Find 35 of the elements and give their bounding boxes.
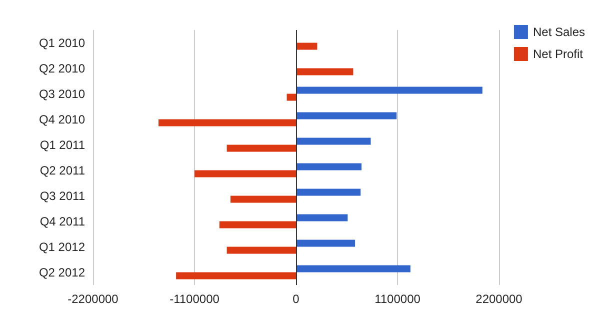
y-tick-label: Q1 2012 <box>38 240 86 254</box>
bar <box>296 112 397 120</box>
y-tick-label: Q1 2011 <box>40 138 86 152</box>
bar <box>158 119 296 126</box>
x-tick-label: 1100000 <box>374 292 421 306</box>
bar <box>296 240 356 247</box>
bar <box>230 196 296 203</box>
bar <box>226 246 296 254</box>
legend-label: Net Profit <box>532 47 584 61</box>
y-tick-label: Q4 2010 <box>38 112 86 126</box>
bar <box>226 144 296 152</box>
y-tick-label: Q3 2011 <box>40 188 86 203</box>
x-tick-label: -1100000 <box>170 292 220 306</box>
legend-label: Net Sales <box>532 25 586 39</box>
y-tick-label: Q2 2010 <box>38 61 86 76</box>
bar <box>296 86 482 94</box>
y-tick-label: Q1 2010 <box>38 36 86 50</box>
bar <box>296 214 348 222</box>
y-tick-label: Q2 2012 <box>38 265 86 280</box>
x-tick-label: 0 <box>292 292 300 306</box>
y-tick-label: Q4 2011 <box>40 214 86 228</box>
bar <box>296 265 410 272</box>
x-tick-label: 2200000 <box>476 292 523 306</box>
bar <box>296 188 361 196</box>
bar <box>176 272 296 280</box>
bar <box>219 221 296 228</box>
bar <box>296 42 318 50</box>
bar <box>296 138 371 145</box>
bar <box>296 68 354 76</box>
x-tick-label: -2200000 <box>68 292 119 306</box>
y-tick-label: Q2 2011 <box>40 163 86 178</box>
bar <box>296 163 362 170</box>
bar <box>286 94 296 101</box>
bar <box>194 170 296 178</box>
y-tick-label: Q3 2010 <box>38 86 86 101</box>
